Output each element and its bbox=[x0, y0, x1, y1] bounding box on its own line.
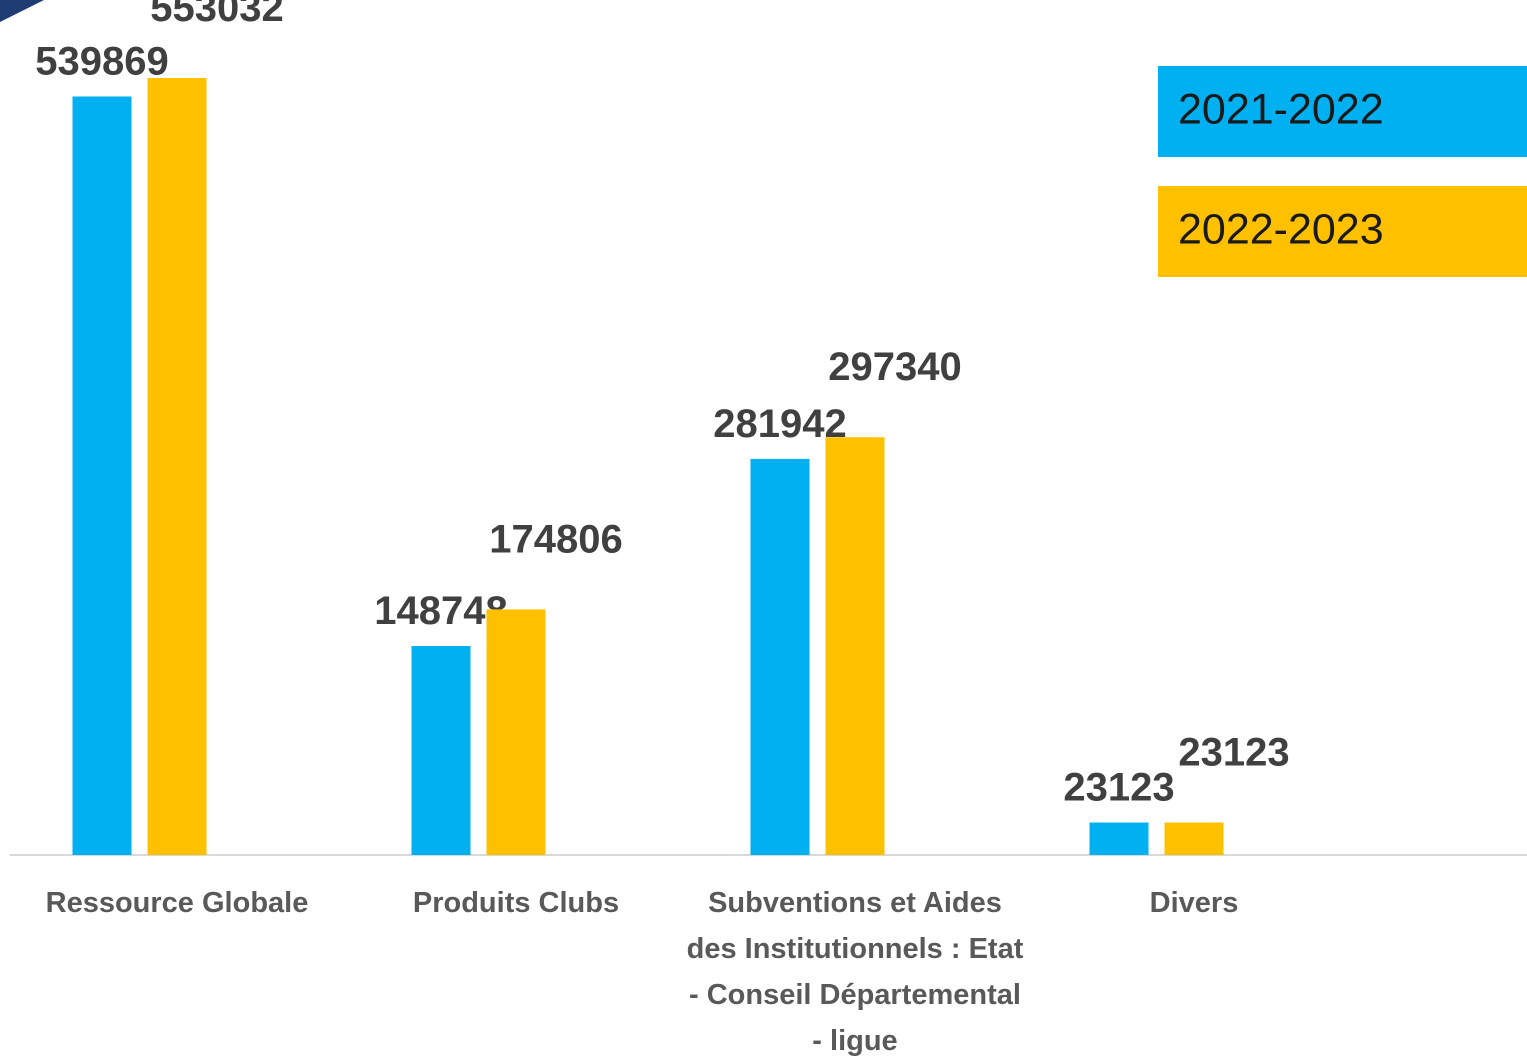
legend-swatch bbox=[1158, 66, 1527, 157]
corner-decoration bbox=[0, 0, 44, 22]
legend-label: 2022-2023 bbox=[1178, 205, 1384, 253]
bar bbox=[147, 78, 207, 855]
value-label: 281942 bbox=[713, 402, 846, 446]
value-label: 539869 bbox=[35, 39, 168, 83]
value-label: 174806 bbox=[489, 517, 622, 561]
category-label: Produits Clubs bbox=[412, 887, 620, 919]
bar bbox=[1164, 822, 1224, 855]
bar bbox=[486, 609, 546, 855]
bar bbox=[750, 458, 810, 855]
category-label: Subventions et Aides des Institutionnels… bbox=[686, 887, 1024, 1057]
category-label: Divers bbox=[1149, 887, 1239, 919]
legend-swatch bbox=[1158, 186, 1527, 277]
value-label: 23123 bbox=[1063, 766, 1174, 810]
legend-label: 2021-2022 bbox=[1178, 85, 1384, 133]
value-label: 553032 bbox=[150, 0, 283, 30]
bar bbox=[411, 646, 471, 855]
category-label: Ressource Globale bbox=[45, 887, 309, 919]
value-label: 23123 bbox=[1178, 731, 1289, 775]
value-label: 148748 bbox=[374, 589, 507, 633]
bar bbox=[1089, 822, 1149, 855]
bar bbox=[825, 437, 885, 855]
bar bbox=[72, 96, 132, 855]
value-label: 297340 bbox=[828, 345, 961, 389]
